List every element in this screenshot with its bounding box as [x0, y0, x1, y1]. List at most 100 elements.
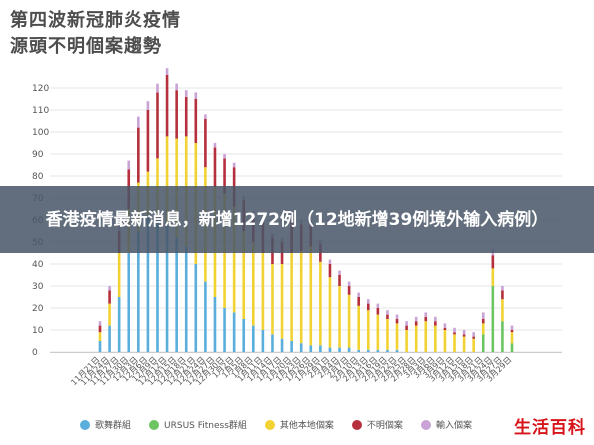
bar-segment — [386, 310, 389, 315]
bar-segment — [472, 332, 475, 337]
bar-segment — [280, 242, 284, 264]
bar-segment — [357, 349, 360, 352]
legend-label: URSUS Fitness群組 — [164, 421, 247, 431]
bar-segment — [271, 264, 274, 335]
bar-segment — [481, 312, 485, 319]
bar-segment — [137, 116, 140, 128]
bar-segment — [443, 327, 447, 330]
bar-segment — [414, 321, 418, 326]
bar-segment — [357, 297, 360, 306]
bar-segment — [309, 246, 313, 346]
bar-segment — [501, 286, 504, 291]
bar-segment — [414, 316, 418, 322]
bar-segment — [98, 321, 102, 326]
legend-item: 不明個案 — [351, 418, 403, 431]
bar-segment — [165, 136, 169, 225]
bar-segment — [108, 286, 111, 291]
y-tick-label: 40 — [32, 260, 44, 270]
bar-segment — [357, 305, 360, 350]
bar-segment — [137, 127, 140, 183]
bar-segment — [127, 160, 131, 170]
legend-swatch — [264, 419, 275, 430]
bar-segment — [501, 299, 504, 322]
bar-segment — [453, 327, 456, 333]
bar-segment — [194, 99, 198, 143]
legend-label: 歌舞群組 — [95, 421, 132, 431]
y-tick-label: 10 — [32, 326, 44, 336]
legend-label: 不明個案 — [366, 421, 403, 431]
chart-legend: 歌舞群組 URSUS Fitness群組 其他本地個案 不明個案 輸入個案 — [80, 418, 472, 431]
bar-segment — [213, 147, 217, 187]
bar-segment — [376, 349, 380, 352]
bar-segment — [290, 341, 293, 352]
bar-segment — [462, 334, 466, 337]
bar-segment — [127, 253, 131, 352]
bar-segment — [261, 330, 265, 352]
bar-segment — [204, 281, 207, 352]
bar-segment — [252, 325, 255, 352]
bar-segment — [510, 330, 514, 333]
bar-segment — [108, 325, 111, 352]
bar-segment — [443, 323, 447, 328]
bar-segment — [376, 303, 380, 308]
bar-segment — [213, 297, 217, 352]
bar-segment — [194, 264, 198, 352]
legend-item: 歌舞群組 — [80, 418, 131, 431]
bar-segment — [184, 246, 188, 352]
chart-title-line-2: 源頭不明個案趨勢 — [10, 36, 162, 57]
bar-segment — [366, 303, 370, 311]
bar-segment — [146, 110, 150, 172]
bar-segment — [434, 325, 437, 352]
legend-item: URSUS Fitness群組 — [149, 418, 247, 431]
bar-segment — [261, 253, 265, 330]
bar-segment — [376, 308, 380, 315]
bar-segment — [319, 261, 322, 346]
bar-segment — [386, 319, 389, 350]
bar-segment — [424, 321, 428, 352]
bar-segment — [443, 330, 447, 352]
bar-segment — [338, 347, 341, 352]
bar-segment — [434, 321, 437, 326]
bar-segment — [366, 299, 370, 304]
bar-segment — [481, 334, 485, 352]
bar-segment — [299, 250, 303, 344]
bar-segment — [319, 345, 322, 352]
bar-segment — [366, 310, 370, 350]
bar-segment — [472, 338, 475, 352]
bar-segment — [328, 347, 332, 352]
bar-segment — [338, 275, 341, 286]
chart-title: 第四波新冠肺炎疫情 源頭不明個案趨勢 — [10, 8, 181, 60]
bar-segment — [194, 92, 198, 99]
bar-segment — [137, 231, 140, 352]
bar-segment — [395, 319, 399, 324]
legend-label: 輸入個案 — [435, 421, 472, 431]
bar-segment — [481, 323, 485, 335]
bar-segment — [117, 297, 121, 352]
y-tick-label: 30 — [32, 282, 44, 292]
bar-segment — [395, 314, 399, 319]
bar-segment — [424, 312, 428, 317]
y-tick-label: 110 — [32, 106, 49, 116]
news-banner: 香港疫情最新消息，新增1272例（12地新增39例境外输入病例） — [0, 186, 594, 253]
bar-segment — [232, 206, 236, 313]
bar-segment — [386, 314, 389, 319]
legend-swatch — [80, 419, 90, 430]
bar-segment — [434, 316, 437, 322]
bar-segment — [146, 101, 150, 110]
bar-segment — [347, 294, 351, 348]
bar-segment — [501, 321, 504, 352]
bar-segment — [175, 83, 178, 91]
bar-segment — [414, 325, 418, 352]
bar-segment — [280, 338, 284, 352]
bar-segment — [510, 325, 514, 330]
bar-segment — [156, 220, 159, 352]
bar-segment — [405, 330, 408, 352]
bar-segment — [146, 215, 150, 352]
bar-segment — [232, 312, 236, 352]
bar-segment — [309, 345, 313, 352]
bar-segment — [501, 290, 504, 300]
y-tick-label: 80 — [32, 172, 44, 182]
bar-segment — [395, 349, 399, 352]
bar-segment — [223, 154, 226, 159]
bar-segment — [376, 314, 380, 350]
